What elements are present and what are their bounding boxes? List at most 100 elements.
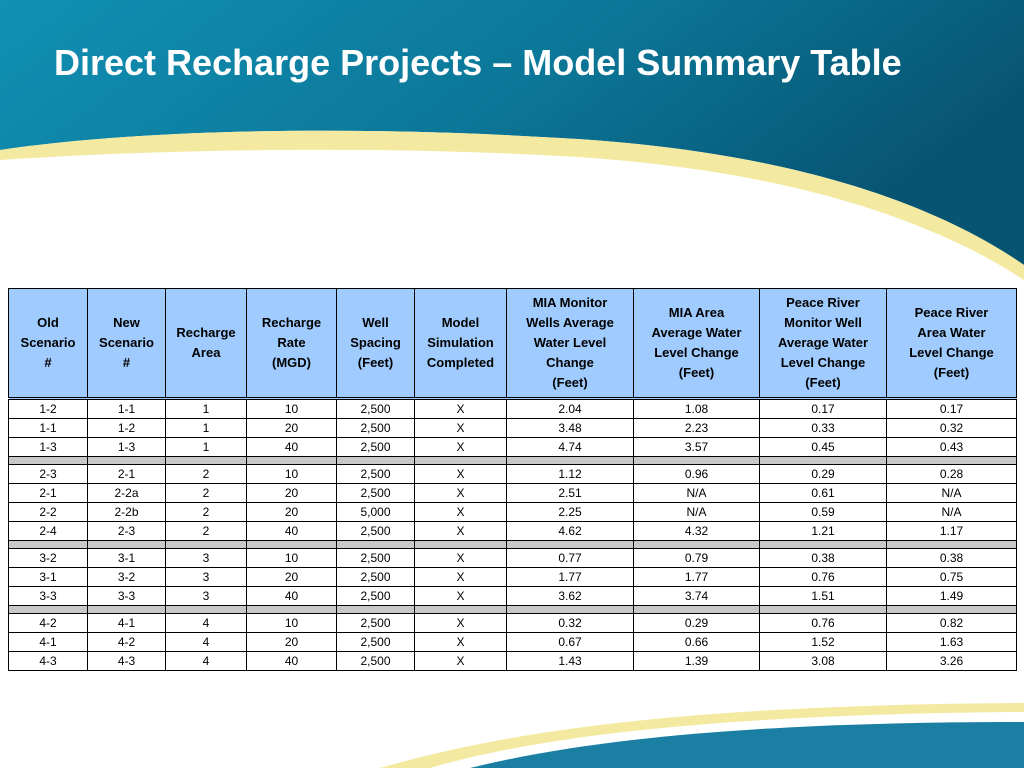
table-cell: 4-3 bbox=[8, 651, 88, 671]
table-cell: 1 bbox=[165, 418, 247, 438]
table-cell: 2-4 bbox=[8, 521, 88, 541]
table-cell: 2-3 bbox=[8, 464, 88, 484]
table-cell: X bbox=[414, 567, 507, 587]
separator-cell bbox=[8, 605, 88, 614]
table-cell: 0.45 bbox=[759, 437, 887, 457]
table-cell: 0.61 bbox=[759, 483, 887, 503]
table-cell: 2 bbox=[165, 521, 247, 541]
table-cell: 2-1 bbox=[87, 464, 166, 484]
table-cell: 1-2 bbox=[8, 398, 88, 419]
table-cell: 4-1 bbox=[87, 613, 166, 633]
table-cell: 1.49 bbox=[886, 586, 1017, 606]
table-cell: 40 bbox=[246, 437, 337, 457]
table-cell: X bbox=[414, 521, 507, 541]
table-cell: 1 bbox=[165, 398, 247, 419]
table-cell: 0.79 bbox=[633, 548, 760, 568]
table-cell: 1.39 bbox=[633, 651, 760, 671]
column-header: MIA Area Average Water Level Change (Fee… bbox=[633, 288, 760, 399]
table-cell: 3-2 bbox=[87, 567, 166, 587]
table-cell: 3-1 bbox=[8, 567, 88, 587]
table-cell: 0.66 bbox=[633, 632, 760, 652]
column-header: MIA Monitor Wells Average Water Level Ch… bbox=[506, 288, 634, 399]
table-cell: 2,500 bbox=[336, 567, 415, 587]
table-cell: 0.75 bbox=[886, 567, 1017, 587]
column-header: New Scenario # bbox=[87, 288, 166, 399]
column-header: Peace River Monitor Well Average Water L… bbox=[759, 288, 887, 399]
separator-cell bbox=[336, 456, 415, 465]
table-cell: 0.96 bbox=[633, 464, 760, 484]
column-header: Model Simulation Completed bbox=[414, 288, 507, 399]
table-cell: 2,500 bbox=[336, 548, 415, 568]
table-cell: 3 bbox=[165, 548, 247, 568]
table-row: 4-1 4-2 4 20 2,500 X 0.67 0.66 1.52 1.63 bbox=[8, 632, 1017, 652]
table-cell: 40 bbox=[246, 586, 337, 606]
column-header: Recharge Rate (MGD) bbox=[246, 288, 337, 399]
table-cell: 4.62 bbox=[506, 521, 634, 541]
table-cell: 0.59 bbox=[759, 502, 887, 522]
table-cell: N/A bbox=[886, 502, 1017, 522]
table-row: 2-1 2-2a 2 20 2,500 X 2.51 N/A 0.61 N/A bbox=[8, 483, 1017, 503]
table-row: 2-3 2-1 2 10 2,500 X 1.12 0.96 0.29 0.28 bbox=[8, 464, 1017, 484]
table-cell: 0.43 bbox=[886, 437, 1017, 457]
table-cell: 1.77 bbox=[506, 567, 634, 587]
table-cell: 2.25 bbox=[506, 502, 634, 522]
table-cell: 5,000 bbox=[336, 502, 415, 522]
table-cell: 4.32 bbox=[633, 521, 760, 541]
separator-cell bbox=[506, 456, 634, 465]
footer-swoosh-blue bbox=[470, 722, 1024, 768]
table-body: 1-2 1-1 1 10 2,500 X 2.04 1.08 0.17 0.17 1-1 1-2 1 20… bbox=[8, 398, 1017, 671]
separator-cell bbox=[414, 605, 507, 614]
separator-cell bbox=[87, 540, 166, 549]
table-cell: 40 bbox=[246, 521, 337, 541]
table-cell: 4-2 bbox=[87, 632, 166, 652]
table-cell: X bbox=[414, 632, 507, 652]
table-cell: 2,500 bbox=[336, 613, 415, 633]
separator-cell bbox=[759, 605, 887, 614]
table-cell: 2,500 bbox=[336, 521, 415, 541]
table-cell: X bbox=[414, 483, 507, 503]
table-cell: 1-3 bbox=[8, 437, 88, 457]
table-cell: 4 bbox=[165, 651, 247, 671]
table-cell: 10 bbox=[246, 398, 337, 419]
table-cell: 0.17 bbox=[759, 398, 887, 419]
table-row: 3-3 3-3 3 40 2,500 X 3.62 3.74 1.51 1.49 bbox=[8, 586, 1017, 606]
table-cell: 0.32 bbox=[886, 418, 1017, 438]
separator-cell bbox=[165, 456, 247, 465]
separator-cell bbox=[87, 456, 166, 465]
table-cell: 2.04 bbox=[506, 398, 634, 419]
table-cell: 2,500 bbox=[336, 464, 415, 484]
table-cell: 3.74 bbox=[633, 586, 760, 606]
model-summary-table: Old Scenario # New Scenario # Recharge Are… bbox=[8, 288, 1017, 671]
group-separator-row bbox=[8, 456, 1017, 465]
table-cell: 0.38 bbox=[759, 548, 887, 568]
column-header: Peace River Area Water Level Change (Fee… bbox=[886, 288, 1017, 399]
table-cell: 3.57 bbox=[633, 437, 760, 457]
separator-cell bbox=[246, 540, 337, 549]
table-cell: 2,500 bbox=[336, 418, 415, 438]
table-cell: 0.38 bbox=[886, 548, 1017, 568]
table-cell: 0.29 bbox=[633, 613, 760, 633]
separator-cell bbox=[246, 605, 337, 614]
table-cell: 1.51 bbox=[759, 586, 887, 606]
table-row: 1-2 1-1 1 10 2,500 X 2.04 1.08 0.17 0.17 bbox=[8, 398, 1017, 419]
table-cell: 1 bbox=[165, 437, 247, 457]
separator-cell bbox=[633, 605, 760, 614]
separator-cell bbox=[87, 605, 166, 614]
table-cell: 3.62 bbox=[506, 586, 634, 606]
table-cell: 20 bbox=[246, 567, 337, 587]
table-row: 3-1 3-2 3 20 2,500 X 1.77 1.77 0.76 0.75 bbox=[8, 567, 1017, 587]
separator-cell bbox=[8, 540, 88, 549]
table-cell: 1.08 bbox=[633, 398, 760, 419]
table-cell: N/A bbox=[886, 483, 1017, 503]
table-cell: 0.28 bbox=[886, 464, 1017, 484]
table-cell: 3 bbox=[165, 586, 247, 606]
separator-cell bbox=[165, 540, 247, 549]
table-cell: 10 bbox=[246, 548, 337, 568]
separator-cell bbox=[414, 540, 507, 549]
separator-cell bbox=[633, 456, 760, 465]
table-cell: 1-1 bbox=[8, 418, 88, 438]
table-cell: N/A bbox=[633, 502, 760, 522]
table-cell: 0.76 bbox=[759, 567, 887, 587]
table-cell: 10 bbox=[246, 613, 337, 633]
